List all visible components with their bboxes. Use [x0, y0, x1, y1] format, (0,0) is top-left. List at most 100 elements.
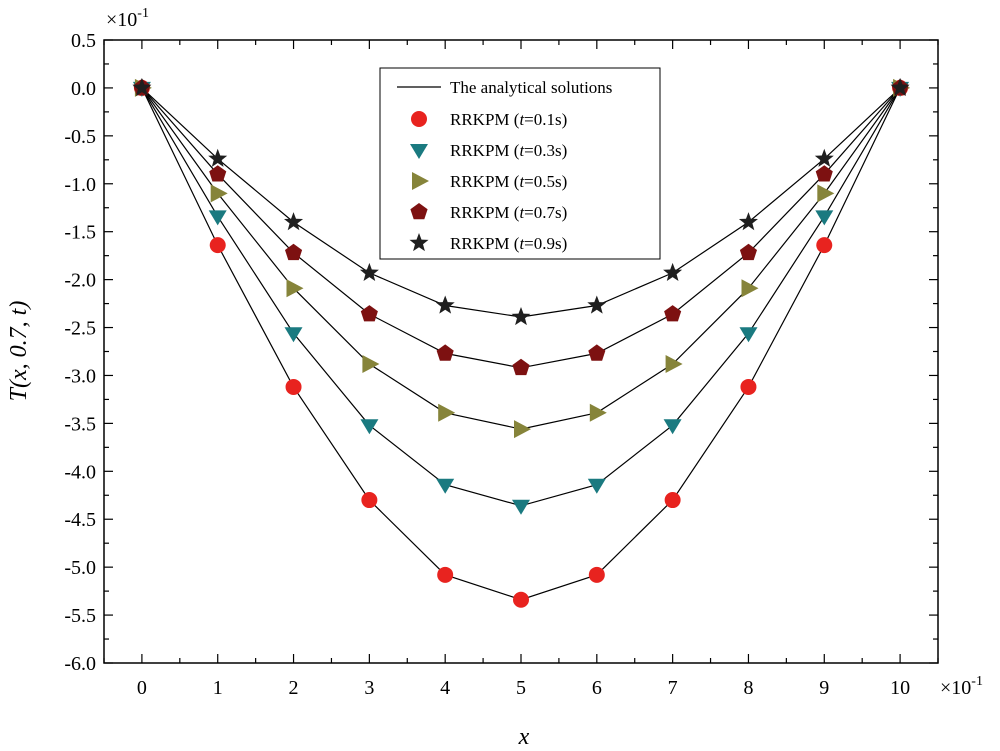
- legend-label-5: RRKPM (t=0.9s): [450, 234, 567, 253]
- plot-area: [103, 39, 939, 664]
- marker-circle-series-1: [740, 378, 757, 395]
- marker-pentagon-series-4: [815, 165, 833, 182]
- x-multiplier-base: ×10: [940, 677, 971, 699]
- y-tick-label: -6.0: [64, 653, 96, 675]
- legend-label-4: RRKPM (t=0.7s): [450, 203, 567, 222]
- marker-star-series-5: [359, 262, 379, 281]
- y-tick-label: 0.5: [71, 30, 96, 52]
- marker-triangle-right-series-3: [514, 420, 531, 439]
- legend-label-1: RRKPM (t=0.1s): [450, 110, 567, 129]
- x-tick-label: 10: [890, 677, 910, 699]
- marker-circle-series-1: [664, 492, 681, 509]
- marker-star-series-5: [284, 212, 304, 231]
- marker-pentagon-series-4: [285, 243, 303, 261]
- y-tick-label: 0.0: [71, 78, 96, 100]
- marker-triangle-right-series-3: [362, 355, 380, 373]
- marker-circle-series-1: [361, 492, 378, 509]
- y-tick-label: -4.0: [64, 461, 96, 483]
- marker-triangle-down-series-2: [208, 210, 227, 226]
- y-tick-label: -5.0: [64, 557, 96, 579]
- legend-label-2: RRKPM (t=0.3s): [450, 141, 567, 160]
- marker-star-series-5: [208, 148, 228, 167]
- marker-triangle-right-series-3: [741, 279, 759, 298]
- legend-marker-triangle-down: [410, 144, 428, 159]
- marker-pentagon-series-4: [360, 305, 378, 322]
- marker-star-series-5: [587, 295, 607, 314]
- legend-entries: RRKPM (t=0.1s) RRKPM (t=0.3s) RRKPM (t=0.5…: [409, 110, 567, 253]
- marker-triangle-down-series-2: [739, 327, 758, 343]
- x-tick-label: 9: [819, 677, 829, 699]
- data-markers: [132, 77, 911, 608]
- legend-marker-star: [409, 233, 429, 252]
- marker-triangle-right-series-3: [286, 279, 304, 298]
- marker-circle-series-1: [285, 378, 302, 395]
- legend-marker-triangle-right: [412, 172, 429, 190]
- axis-ticks: [103, 39, 939, 664]
- marker-star-series-5: [814, 148, 834, 167]
- marker-pentagon-series-4: [739, 243, 757, 261]
- marker-triangle-right-series-3: [589, 403, 607, 422]
- marker-star-series-5: [890, 77, 910, 96]
- y-tick-labels: 0.5 0.0 -0.5 -1.0 -1.5 -2.0 -2.5 -3.0 -3.5 -4.0 -4…: [64, 30, 96, 675]
- marker-triangle-down-series-2: [360, 419, 379, 435]
- x-tick-label: 3: [364, 677, 374, 699]
- marker-triangle-right-series-3: [438, 403, 456, 422]
- y-axis-label: T(x, 0.7, t): [6, 301, 32, 402]
- marker-triangle-right-series-3: [665, 355, 683, 373]
- marker-star-series-5: [511, 307, 531, 326]
- x-tick-label: 1: [213, 677, 223, 699]
- marker-circle-series-1: [437, 566, 454, 583]
- marker-triangle-down-series-2: [284, 327, 303, 343]
- y-tick-label: -3.5: [64, 413, 96, 435]
- marker-pentagon-series-4: [664, 305, 682, 322]
- y-multiplier-exponent: -1: [137, 6, 149, 21]
- marker-triangle-down-series-2: [663, 419, 682, 435]
- marker-pentagon-series-4: [588, 344, 606, 361]
- marker-triangle-down-series-2: [436, 478, 455, 494]
- y-multiplier-base: ×10: [106, 9, 137, 31]
- x-multiplier: ×10-1: [940, 674, 983, 699]
- y-tick-label: -2.5: [64, 318, 96, 340]
- y-tick-label: -5.5: [64, 605, 96, 627]
- x-tick-label: 7: [668, 677, 678, 699]
- x-tick-label: 4: [440, 677, 450, 699]
- marker-pentagon-series-4: [436, 344, 454, 361]
- marker-pentagon-series-4: [209, 165, 227, 182]
- marker-circle-series-1: [816, 237, 833, 254]
- marker-triangle-down-series-2: [512, 499, 530, 515]
- legend-label-3: RRKPM (t=0.5s): [450, 172, 567, 191]
- marker-triangle-down-series-2: [815, 210, 834, 226]
- marker-star-series-5: [663, 262, 683, 281]
- marker-triangle-down-series-2: [587, 478, 606, 494]
- x-tick-label: 6: [592, 677, 602, 699]
- legend-box: [379, 67, 661, 260]
- x-multiplier-exponent: -1: [971, 674, 983, 689]
- marker-circle-series-1: [588, 566, 605, 583]
- marker-circle-series-1: [513, 591, 529, 608]
- legend-marker-circle: [411, 111, 427, 127]
- x-tick-labels: 0 1 2 3 4 5 6 7 8 9 10: [137, 677, 910, 699]
- marker-circle-series-1: [209, 237, 226, 254]
- y-tick-label: -0.5: [64, 126, 96, 148]
- x-tick-label: 0: [137, 677, 147, 699]
- marker-triangle-right-series-3: [210, 184, 228, 203]
- y-tick-label: -4.5: [64, 509, 96, 531]
- marker-pentagon-series-4: [512, 358, 530, 376]
- x-tick-label: 2: [289, 677, 299, 699]
- legend-marker-pentagon: [410, 203, 428, 220]
- y-tick-label: -3.0: [64, 365, 96, 387]
- x-tick-label: 5: [516, 677, 526, 699]
- y-tick-label: -1.0: [64, 174, 96, 196]
- legend: The analytical solutions RRKPM (t=0.1s)R…: [379, 67, 661, 260]
- x-axis-label: x: [518, 724, 530, 750]
- marker-star-series-5: [435, 295, 455, 314]
- marker-star-series-5: [132, 77, 152, 96]
- marker-triangle-right-series-3: [817, 184, 835, 203]
- y-multiplier: ×10-1: [106, 6, 149, 31]
- marker-star-series-5: [738, 212, 758, 231]
- y-tick-label: -1.5: [64, 222, 96, 244]
- y-tick-label: -2.0: [64, 270, 96, 292]
- legend-analytical-label: The analytical solutions: [450, 78, 612, 97]
- x-tick-label: 8: [743, 677, 753, 699]
